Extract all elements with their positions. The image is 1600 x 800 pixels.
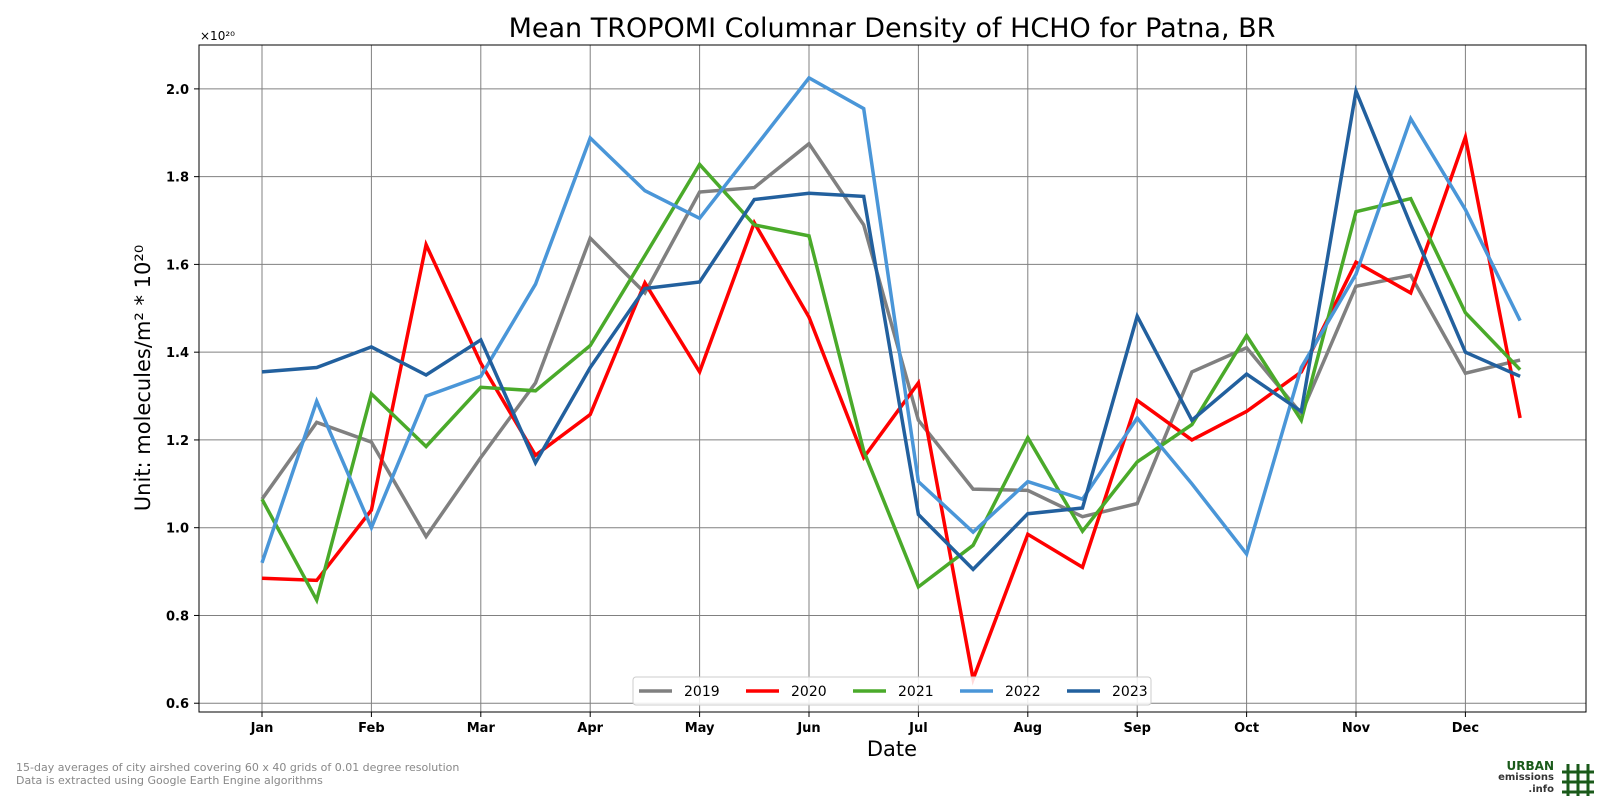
grid bbox=[199, 45, 1586, 712]
chart: Mean TROPOMI Columnar Density of HCHO fo… bbox=[131, 13, 1587, 760]
x-tick-label: Jan bbox=[250, 721, 274, 736]
x-axis-label: Date bbox=[867, 737, 917, 760]
x-tick-label: Dec bbox=[1452, 721, 1479, 736]
plot-frame bbox=[198, 44, 1587, 713]
y-tick-label: 1.6 bbox=[166, 258, 189, 273]
y-tick-label: 1.8 bbox=[166, 171, 189, 186]
series-lines bbox=[260, 75, 1522, 686]
legend-label-2019: 2019 bbox=[684, 684, 720, 700]
series-line-2020 bbox=[261, 130, 1522, 686]
series-line-2021 bbox=[260, 161, 1522, 605]
series-line-2023 bbox=[261, 84, 1521, 572]
x-tick-label: Oct bbox=[1234, 721, 1259, 736]
y-ticks: 0.6 0.8 1.0 1.2 1.4 1.6 1.8 2.0 bbox=[166, 83, 199, 712]
logo-text: URBAN emissions .info bbox=[1498, 760, 1554, 796]
footer-line-1: 15-day averages of city airshed covering… bbox=[16, 761, 460, 774]
legend-label-2020: 2020 bbox=[791, 684, 827, 700]
x-tick-label: Apr bbox=[577, 721, 603, 736]
logo-line-1: URBAN bbox=[1506, 759, 1554, 773]
y-axis-label: Unit: molecules/m² * 10²⁰ bbox=[131, 245, 155, 511]
y-tick-label: 0.8 bbox=[166, 609, 189, 624]
y-tick-label: 1.4 bbox=[166, 346, 189, 361]
legend: 2019 2020 2021 2022 2023 bbox=[632, 676, 1152, 706]
x-tick-label: Aug bbox=[1013, 721, 1042, 736]
legend-label-2022: 2022 bbox=[1005, 684, 1041, 700]
urban-emissions-logo: URBAN emissions .info bbox=[1478, 760, 1596, 798]
legend-label-2021: 2021 bbox=[898, 684, 934, 700]
x-tick-label: Nov bbox=[1342, 721, 1371, 736]
y-tick-label: 2.0 bbox=[166, 83, 189, 98]
x-tick-label: Sep bbox=[1123, 721, 1151, 736]
y-multiplier-label: ×10²⁰ bbox=[200, 29, 235, 43]
series-line-2019 bbox=[260, 141, 1521, 540]
x-tick-label: Mar bbox=[467, 721, 496, 736]
x-tick-label: Feb bbox=[358, 721, 384, 736]
logo-grid-icon bbox=[1562, 764, 1594, 796]
footer-note: 15-day averages of city airshed covering… bbox=[16, 761, 459, 787]
x-tick-label: Jul bbox=[908, 721, 928, 736]
y-tick-label: 1.2 bbox=[166, 434, 189, 449]
x-tick-label: Jun bbox=[796, 721, 820, 736]
logo-line-2: emissions bbox=[1498, 772, 1554, 783]
y-tick-label: 1.0 bbox=[166, 522, 189, 537]
footer-line-2: Data is extracted using Google Earth Eng… bbox=[16, 774, 323, 787]
chart-title: Mean TROPOMI Columnar Density of HCHO fo… bbox=[509, 13, 1276, 44]
logo-line-3: .info bbox=[1528, 784, 1554, 795]
x-tick-label: May bbox=[685, 721, 715, 736]
legend-label-2023: 2023 bbox=[1112, 684, 1148, 700]
legend-box bbox=[632, 676, 1152, 706]
y-tick-label: 0.6 bbox=[166, 697, 189, 712]
x-ticks: Jan Feb Mar Apr May Jun Jul Aug Sep Oct Nov Dec bbox=[250, 712, 1479, 736]
